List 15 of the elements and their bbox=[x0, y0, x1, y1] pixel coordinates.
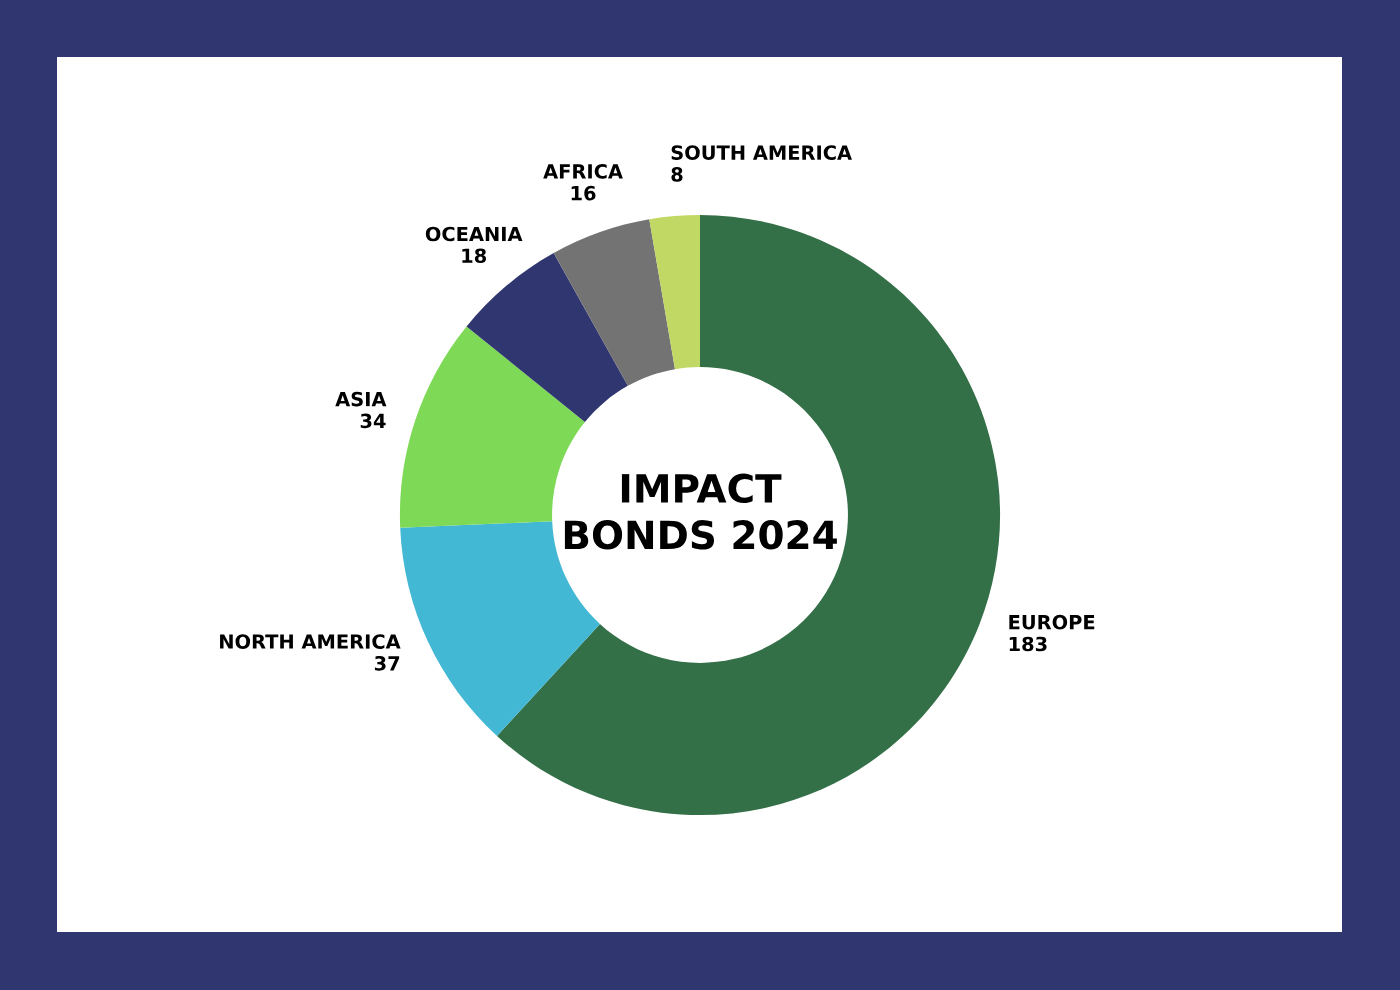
slice-label: EUROPE bbox=[1009, 614, 1095, 630]
donut-slice bbox=[553, 219, 675, 386]
slice-label: NORTH AMERICA bbox=[220, 634, 401, 649]
data-label: 16 bbox=[571, 185, 596, 201]
data-label: 37 bbox=[374, 655, 400, 671]
donut-slice bbox=[649, 214, 700, 370]
data-label: 183 bbox=[1009, 636, 1047, 652]
text: IMPACT BONDS 2024 bbox=[564, 473, 837, 550]
slice-label: ASIA bbox=[335, 391, 387, 407]
data-label: 8 bbox=[671, 167, 683, 182]
data-label: 34 bbox=[360, 413, 386, 429]
slice-label: OCEANIA bbox=[425, 226, 523, 242]
slice-label: AFRICA bbox=[543, 164, 623, 179]
slice-label: SOUTH AMERICA bbox=[671, 145, 852, 160]
data-label: 18 bbox=[462, 248, 487, 264]
